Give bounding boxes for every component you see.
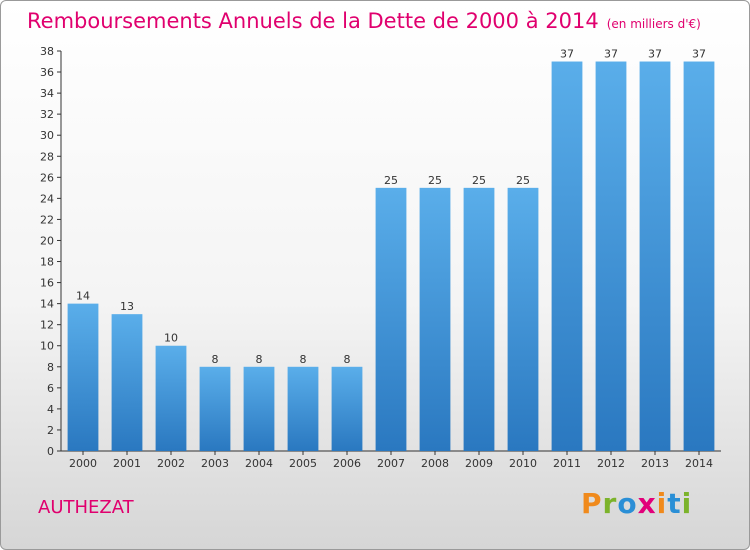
- x-tick-label: 2004: [245, 457, 273, 470]
- bar-2014: [683, 61, 715, 452]
- x-tick-label: 2001: [113, 457, 141, 470]
- y-tick-label: 14: [40, 298, 54, 311]
- logo-letter: i: [656, 487, 668, 520]
- logo-letter: P: [581, 487, 603, 520]
- bar-value-label: 8: [344, 353, 351, 366]
- bar-value-label: 8: [212, 353, 219, 366]
- y-tick-label: 10: [40, 340, 54, 353]
- bar-2013: [639, 61, 671, 452]
- x-tick-label: 2013: [641, 457, 669, 470]
- logo-letter: r: [602, 487, 618, 520]
- y-tick-label: 30: [40, 129, 54, 142]
- bars: 14 13 10 8 8 8 8 25 25 25 25 37 37 37 37: [67, 48, 715, 452]
- y-tick-label: 36: [40, 66, 54, 79]
- y-tick-label: 24: [40, 192, 54, 205]
- logo-letter: x: [637, 487, 657, 520]
- bar-value-label: 37: [692, 48, 706, 61]
- commune-name: AUTHEZAT: [38, 497, 134, 518]
- x-tick-label: 2006: [333, 457, 361, 470]
- logo-letter: t: [667, 487, 682, 520]
- bar-value-label: 14: [76, 290, 90, 303]
- bar-2005: [287, 366, 319, 451]
- y-tick-label: 0: [47, 445, 54, 458]
- x-tick-label: 2003: [201, 457, 229, 470]
- bar-2009: [463, 187, 495, 451]
- y-tick-label: 12: [40, 319, 54, 332]
- bar-2006: [331, 366, 363, 451]
- y-tick-label: 8: [47, 361, 54, 374]
- bar-value-label: 13: [120, 300, 134, 313]
- x-tick-label: 2007: [377, 457, 405, 470]
- y-tick-label: 32: [40, 108, 54, 121]
- x-tick-label: 2000: [69, 457, 97, 470]
- chart-title-text: Remboursements Annuels de la Dette de 20…: [27, 9, 599, 33]
- bar-2011: [551, 61, 583, 452]
- y-tick-label: 28: [40, 150, 54, 163]
- bar-value-label: 37: [560, 48, 574, 61]
- proxiti-logo: Proxiti: [581, 487, 692, 520]
- y-tick-label: 22: [40, 213, 54, 226]
- y-tick-label: 16: [40, 277, 54, 290]
- x-tick-label: 2005: [289, 457, 317, 470]
- bar-value-label: 25: [472, 174, 486, 187]
- x-tick-label: 2014: [685, 457, 713, 470]
- y-tick-label: 6: [47, 382, 54, 395]
- x-tick-label: 2010: [509, 457, 537, 470]
- bar-value-label: 37: [648, 48, 662, 61]
- bar-value-label: 8: [300, 353, 307, 366]
- bar-2008: [419, 187, 451, 451]
- y-tick-label: 18: [40, 256, 54, 269]
- x-tick-label: 2008: [421, 457, 449, 470]
- y-tick-label: 2: [47, 424, 54, 437]
- bar-2000: [67, 303, 99, 451]
- chart-title: Remboursements Annuels de la Dette de 20…: [27, 9, 701, 33]
- y-tick-label: 26: [40, 171, 54, 184]
- x-tick-label: 2012: [597, 457, 625, 470]
- bar-2002: [155, 345, 187, 451]
- bar-2003: [199, 366, 231, 451]
- bar-value-label: 10: [164, 332, 178, 345]
- logo-letter: i: [681, 487, 693, 520]
- bar-value-label: 25: [428, 174, 442, 187]
- bar-value-label: 25: [384, 174, 398, 187]
- bar-2001: [111, 314, 143, 451]
- x-tick-label: 2011: [553, 457, 581, 470]
- y-tick-label: 20: [40, 234, 54, 247]
- bar-2010: [507, 187, 539, 451]
- bar-value-label: 37: [604, 48, 618, 61]
- x-axis: 2000 2001 2002 2003 2004 2005 2006 2007 2008 2009…: [61, 450, 721, 470]
- bar-value-label: 8: [256, 353, 263, 366]
- bar-2007: [375, 187, 407, 451]
- bar-value-label: 25: [516, 174, 530, 187]
- bar-2004: [243, 366, 275, 451]
- y-tick-label: 38: [40, 45, 54, 58]
- y-tick-label: 4: [47, 403, 54, 416]
- x-tick-label: 2009: [465, 457, 493, 470]
- unit-label: (en milliers d'€): [606, 17, 701, 31]
- bar-2012: [595, 61, 627, 452]
- logo-letter: o: [617, 487, 638, 520]
- x-tick-label: 2002: [157, 457, 185, 470]
- y-tick-label: 34: [40, 87, 54, 100]
